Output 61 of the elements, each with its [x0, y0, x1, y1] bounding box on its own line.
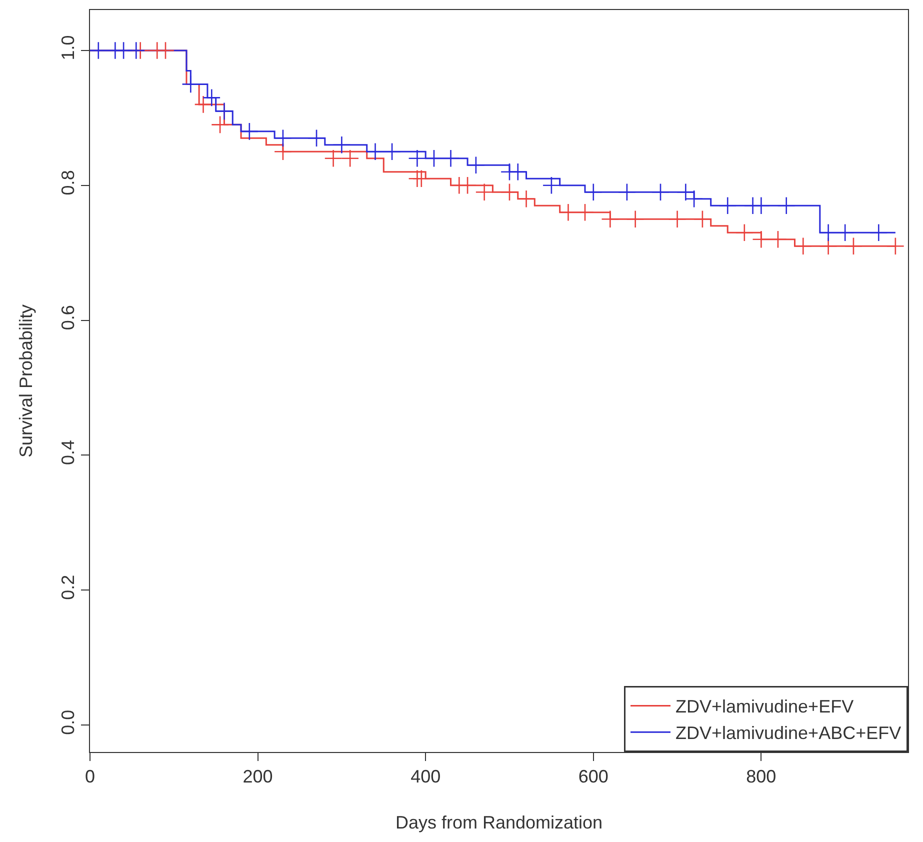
point: [836, 224, 854, 242]
y-tick-label: 0.4: [58, 440, 78, 466]
point: [668, 210, 686, 228]
point: [794, 237, 812, 256]
point: [718, 196, 737, 215]
point: [752, 230, 770, 248]
point: [844, 237, 863, 256]
point: [626, 210, 644, 228]
point: [332, 136, 351, 154]
point: [475, 183, 494, 202]
point: [274, 129, 292, 148]
point: [366, 142, 384, 161]
point: [542, 176, 560, 194]
y-tick-label: 0.8: [58, 170, 78, 196]
y-tick-label: 0.2: [58, 574, 78, 600]
point: [752, 196, 770, 215]
point: [777, 196, 796, 215]
point: [194, 95, 212, 114]
point: [870, 224, 888, 242]
x-tick-label: 600: [578, 766, 608, 787]
point: [819, 224, 838, 242]
point: [210, 116, 230, 134]
x-tick-label: 800: [746, 766, 776, 787]
point: [693, 210, 712, 228]
point: [508, 162, 527, 181]
point: [341, 149, 360, 168]
point: [307, 129, 326, 148]
x-tick-label: 400: [410, 766, 441, 787]
y-tick-label: 0.6: [58, 305, 78, 330]
point: [768, 230, 788, 248]
point: [601, 210, 620, 228]
point: [202, 88, 221, 107]
legend-label: ZDV+lamivudine+ABC+EFV: [676, 723, 902, 744]
point: [382, 142, 402, 161]
point: [618, 183, 636, 202]
point: [576, 203, 594, 222]
point: [466, 156, 485, 174]
x-tick-label: 0: [84, 766, 96, 787]
x-tick-label: 200: [242, 766, 273, 787]
point: [584, 183, 602, 202]
point: [458, 176, 477, 194]
point: [500, 183, 519, 202]
x-axis-title: Days from Randomization: [395, 812, 603, 833]
y-tick-label: 0.0: [58, 710, 78, 735]
point: [156, 41, 175, 60]
point: [424, 149, 444, 168]
point: [735, 224, 754, 242]
point: [324, 149, 342, 168]
point: [412, 170, 430, 188]
point: [442, 149, 460, 168]
point: [517, 190, 536, 208]
legend-label: ZDV+lamivudine+EFV: [676, 696, 854, 717]
point: [886, 237, 904, 256]
y-tick-label: 1.0: [58, 35, 78, 60]
point: [651, 183, 670, 202]
point: [559, 203, 578, 222]
y-axis-title: Survival Probability: [16, 304, 36, 458]
point: [408, 149, 426, 168]
point: [127, 41, 146, 60]
point: [215, 102, 234, 120]
point: [240, 122, 258, 140]
